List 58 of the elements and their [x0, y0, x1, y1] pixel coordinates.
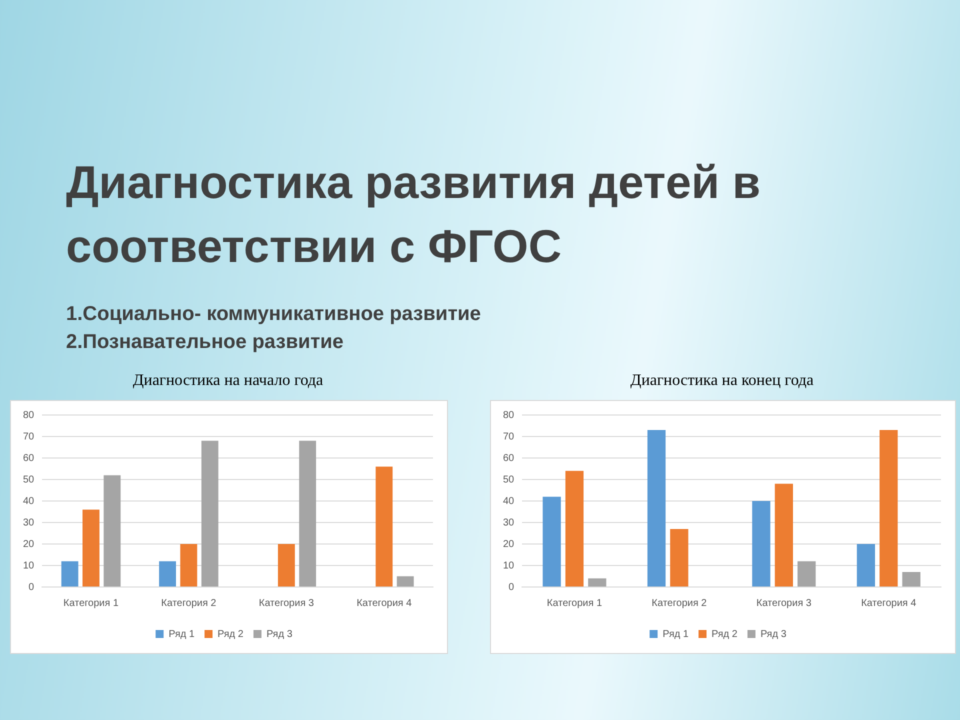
y-tick-label: 20 — [503, 538, 515, 550]
x-tick-label: Категория 3 — [756, 598, 812, 609]
bar — [82, 510, 100, 586]
bar — [774, 484, 793, 586]
y-tick-label: 70 — [23, 431, 35, 442]
x-tick-label: Категория 4 — [356, 598, 412, 609]
bar — [565, 470, 584, 586]
y-tick-label: 30 — [23, 517, 35, 528]
text: 1.Социально- коммуникативное развитие — [66, 302, 481, 327]
text: 2.Познавательное развитие — [66, 330, 345, 355]
bar — [278, 544, 295, 586]
bar — [902, 572, 920, 586]
bar — [396, 576, 414, 586]
y-tick-label: 30 — [503, 517, 515, 528]
y-tick-label: 50 — [23, 474, 35, 486]
legend-label: Ряд 1 — [168, 628, 195, 640]
bar — [588, 578, 606, 586]
y-tick-label: 0 — [508, 582, 515, 593]
x-tick-label: Категория 2 — [652, 598, 708, 609]
bar — [880, 430, 898, 586]
bar — [376, 466, 393, 586]
x-tick-label: Категория 1 — [546, 598, 602, 609]
chart-title: Диагностика на начало года — [132, 372, 324, 391]
legend-label: Ряд 2 — [712, 628, 738, 640]
bar — [752, 501, 770, 586]
y-tick-label: 80 — [23, 410, 35, 421]
y-tick-label: 0 — [28, 582, 35, 593]
bar — [180, 544, 198, 586]
y-tick-label: 40 — [23, 496, 35, 507]
legend-label: Ряд 3 — [760, 628, 787, 640]
bar — [798, 561, 816, 586]
bar — [670, 528, 688, 586]
chart-title: Диагностика на конец года — [629, 372, 815, 391]
bar — [104, 475, 121, 586]
y-tick-label: 50 — [503, 474, 515, 486]
bar — [159, 561, 176, 586]
legend-label: Ряд 2 — [218, 628, 244, 640]
y-tick-label: 60 — [503, 452, 515, 464]
x-tick-label: Категория 2 — [161, 598, 217, 609]
y-tick-label: 10 — [23, 560, 35, 572]
legend-label: Ряд 1 — [662, 628, 689, 640]
bar — [61, 561, 78, 586]
bar — [856, 544, 876, 586]
x-tick-label: Категория 4 — [861, 598, 917, 609]
y-tick-label: 20 — [23, 538, 35, 550]
bar — [201, 440, 218, 586]
y-tick-label: 40 — [503, 496, 515, 507]
text: Диагностика развития детей в соответствии с ФГОС — [66, 155, 762, 274]
bar — [299, 440, 316, 586]
y-tick-label: 80 — [503, 410, 515, 421]
y-tick-label: 10 — [503, 560, 515, 572]
y-tick-label: 60 — [23, 452, 35, 464]
bar — [647, 430, 666, 586]
y-tick-label: 70 — [503, 431, 515, 442]
bar — [542, 496, 561, 586]
x-tick-label: Категория 1 — [63, 598, 119, 609]
x-tick-label: Категория 3 — [258, 598, 314, 609]
legend-label: Ряд 3 — [266, 628, 293, 640]
